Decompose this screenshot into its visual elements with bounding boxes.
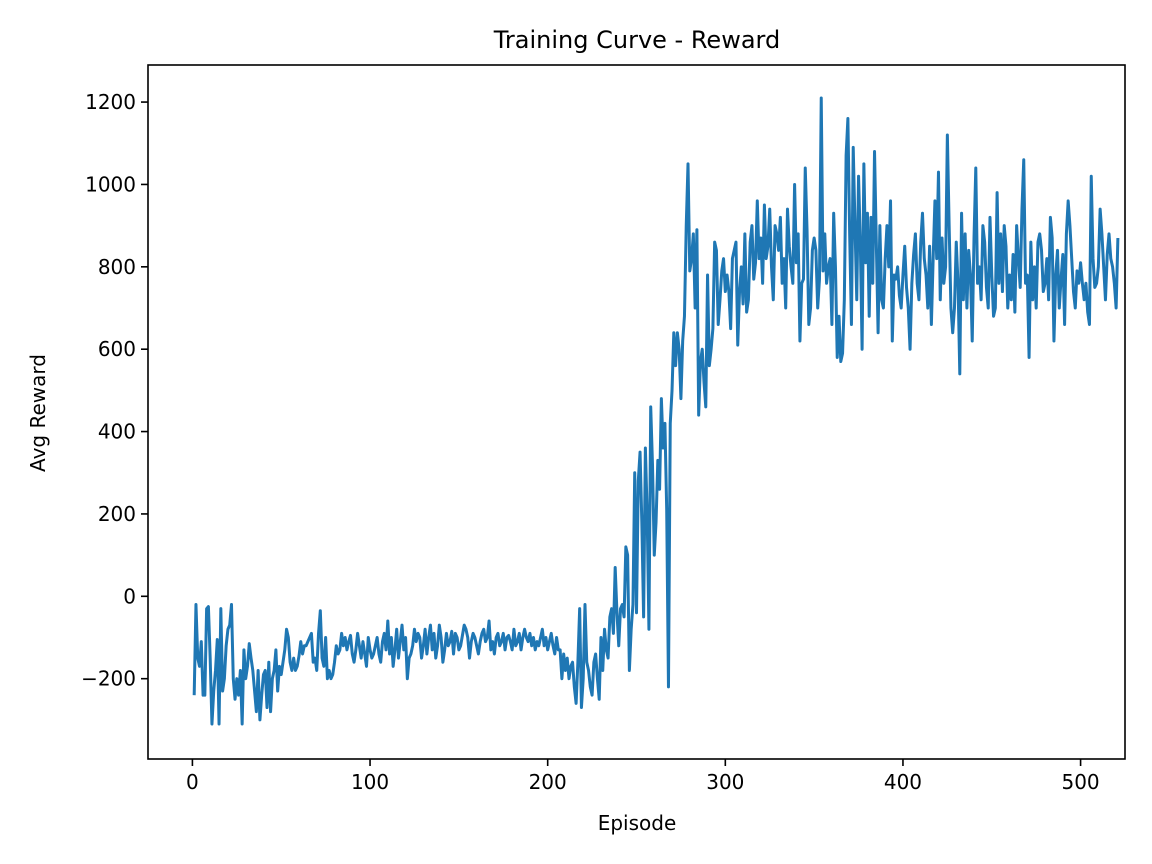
- y-tick-label: 1000: [85, 172, 136, 196]
- x-axis-label: Episode: [598, 811, 677, 835]
- y-tick-label: 200: [98, 502, 136, 526]
- x-tick-label: 100: [351, 770, 389, 794]
- x-axis-ticks: 0 100 200 300 400 500: [186, 759, 1100, 794]
- chart-title: Training Curve - Reward: [493, 26, 780, 54]
- plot-series: [192, 96, 1120, 726]
- y-tick-label: 800: [98, 255, 136, 279]
- axes-frame: [147, 64, 1126, 760]
- x-tick-label: 300: [706, 770, 744, 794]
- x-tick-label: 400: [884, 770, 922, 794]
- y-tick-label: −200: [81, 667, 136, 691]
- x-tick-label: 500: [1061, 770, 1099, 794]
- y-axis-label: Avg Reward: [26, 354, 50, 472]
- x-tick-label: 200: [529, 770, 567, 794]
- y-tick-label: 400: [98, 420, 136, 444]
- y-tick-label: 600: [98, 337, 136, 361]
- series-line-0: [192, 96, 1120, 726]
- y-tick-label: 0: [123, 584, 136, 608]
- x-tick-label: 0: [186, 770, 199, 794]
- y-axis-ticks: −200 0 200 400 600 800 1000 1200: [81, 90, 148, 691]
- y-tick-label: 1200: [85, 90, 136, 114]
